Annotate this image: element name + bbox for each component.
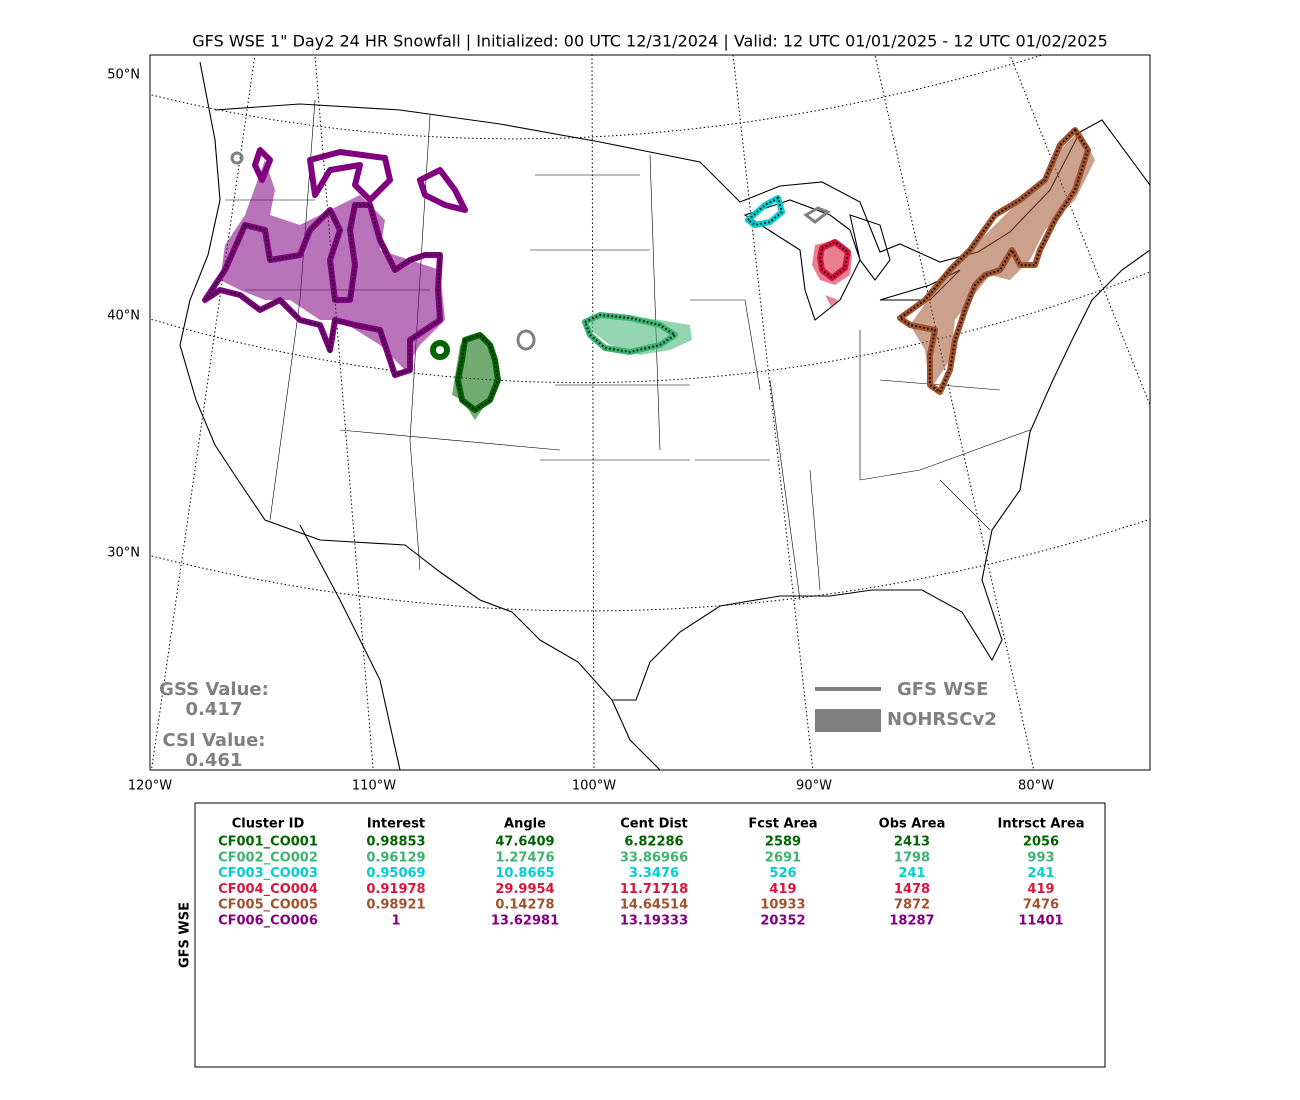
fcst-outline xyxy=(897,127,1091,395)
table-cell: CF002_CO002 xyxy=(218,850,318,865)
table-header: Cent Dist xyxy=(620,817,688,832)
table-cell: 7476 xyxy=(1023,898,1059,913)
table-cell: 1478 xyxy=(894,882,930,897)
table-cell: 241 xyxy=(1027,866,1054,881)
table-cell: 1 xyxy=(391,914,400,929)
table-side-label: GFS WSE xyxy=(178,902,193,968)
table-header: Angle xyxy=(504,817,546,832)
table-cell: 2056 xyxy=(1023,835,1059,850)
table-cell: CF005_CO005 xyxy=(218,898,318,913)
table-cell: 526 xyxy=(769,866,796,881)
table-cell: 11.71718 xyxy=(620,882,688,897)
mexico-coast xyxy=(299,524,661,770)
gss-label: GSS Value: xyxy=(159,679,269,700)
table-cell: 0.98921 xyxy=(366,898,425,913)
lat-label: 50°N xyxy=(107,68,140,83)
table-cell: 20352 xyxy=(760,914,805,929)
graticule xyxy=(591,55,595,770)
table-cell: CF006_CO006 xyxy=(218,914,318,929)
table-header: Intrsct Area xyxy=(998,817,1085,832)
table-cell: 2589 xyxy=(765,835,801,850)
table-cell: 0.91978 xyxy=(366,882,425,897)
axis-labels: 50°N 40°N 30°N 120°W 110°W 100°W 90°W 80°W xyxy=(107,68,1054,794)
table-cell: CF003_CO003 xyxy=(218,866,318,881)
table-cell: 10.8665 xyxy=(495,866,554,881)
legend-label: NOHRSCv2 xyxy=(887,709,997,730)
obs-area xyxy=(590,315,692,355)
table-cell: 47.6409 xyxy=(495,835,554,850)
obs-area xyxy=(910,130,1095,390)
table-cell: 241 xyxy=(898,866,925,881)
fcst-dots xyxy=(204,128,1090,412)
table-cell: CF001_CO001 xyxy=(218,835,318,850)
table-cell: CF004_CO004 xyxy=(218,882,318,897)
table-cell: 6.82286 xyxy=(624,835,683,850)
lon-label: 120°W xyxy=(128,779,172,794)
table-header: Cluster ID xyxy=(232,817,305,832)
csi-value: 0.461 xyxy=(186,750,243,771)
table-cell: 0.96129 xyxy=(366,850,425,865)
map-title: GFS WSE 1" Day2 24 HR Snowfall | Initial… xyxy=(192,32,1108,51)
lon-label: 90°W xyxy=(796,779,832,794)
table-cell: 7872 xyxy=(894,898,930,913)
graticule xyxy=(314,55,374,770)
graticule xyxy=(150,55,1044,140)
lon-label: 80°W xyxy=(1018,779,1054,794)
unmatched-fcst xyxy=(230,151,832,351)
legend-swatch xyxy=(815,709,881,732)
table-cell: 11401 xyxy=(1018,914,1063,929)
graticule xyxy=(732,55,814,770)
table-cell: 10933 xyxy=(760,898,805,913)
graticule xyxy=(150,518,1150,612)
table-header: Interest xyxy=(367,817,425,832)
lon-label: 100°W xyxy=(572,779,616,794)
table: Cluster ID Interest Angle Cent Dist Fcst Are… xyxy=(218,817,1084,929)
lat-label: 40°N xyxy=(107,309,140,324)
table-cell: 419 xyxy=(1027,882,1054,897)
table-cell: 18287 xyxy=(889,914,934,929)
table-cell: 3.3476 xyxy=(629,866,679,881)
table-cell: 1.27476 xyxy=(495,850,554,865)
graticule xyxy=(1009,55,1150,407)
table-cell: 13.19333 xyxy=(620,914,688,929)
table-cell: 2691 xyxy=(765,850,801,865)
lon-label: 110°W xyxy=(352,779,396,794)
table-cell: 13.62981 xyxy=(491,914,559,929)
table-cell: 0.14278 xyxy=(495,898,554,913)
lat-label: 30°N xyxy=(107,546,140,561)
table-cell: 29.9954 xyxy=(495,882,554,897)
map xyxy=(150,55,1150,770)
table-cell: 0.95069 xyxy=(366,866,425,881)
table-cell: 993 xyxy=(1027,850,1054,865)
map-frame xyxy=(149,54,1151,771)
legend: GFS WSE NOHRSCv2 xyxy=(815,679,997,732)
table-cell: 1798 xyxy=(894,850,930,865)
table-frame xyxy=(194,802,1106,1068)
csi-label: CSI Value: xyxy=(163,730,266,751)
table-cell: 0.98853 xyxy=(366,835,425,850)
forecast-outlines xyxy=(202,127,1091,413)
gss-value: 0.417 xyxy=(186,699,243,720)
table-cell: 2413 xyxy=(894,835,930,850)
table-cell: 33.86966 xyxy=(620,850,688,865)
fcst-outline xyxy=(202,147,468,378)
table-cell: 14.64514 xyxy=(620,898,688,913)
graticule xyxy=(874,55,1035,770)
table-header: Fcst Area xyxy=(748,817,817,832)
fcst-outline xyxy=(745,195,785,228)
legend-label: GFS WSE xyxy=(897,679,988,700)
table-cell: 419 xyxy=(769,882,796,897)
table-header: Obs Area xyxy=(879,817,946,832)
graticule xyxy=(150,271,1150,384)
